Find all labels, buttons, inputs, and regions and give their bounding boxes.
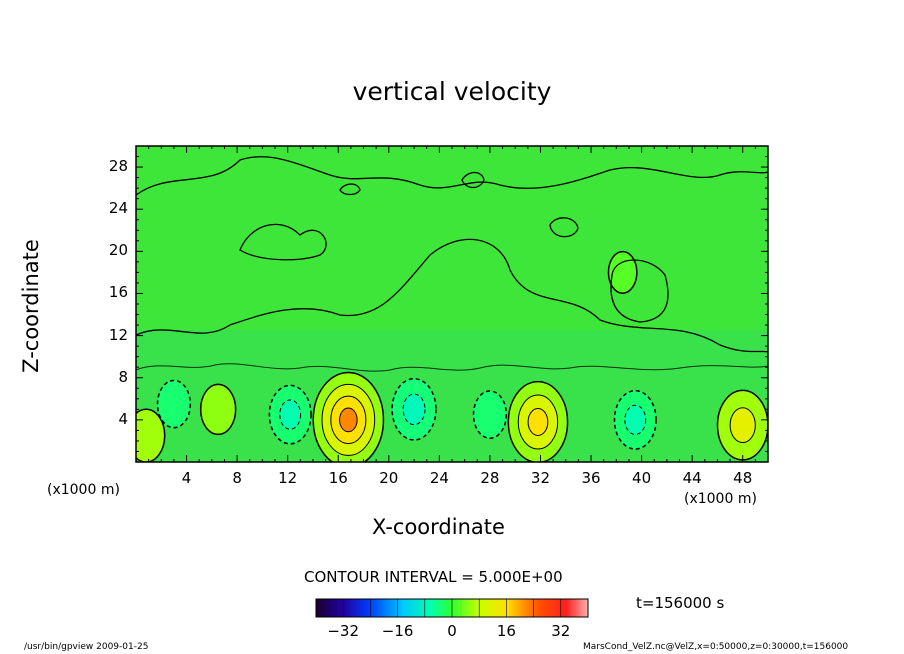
- y-tick-label: 20: [108, 241, 128, 260]
- x-tick-label: 8: [232, 469, 242, 487]
- contour-line: [239, 223, 327, 261]
- updraft-contour: [527, 408, 549, 436]
- colorbar-ticks: [315, 599, 589, 617]
- colorbar-tick-label: 16: [496, 622, 516, 640]
- tick-marks: [135, 145, 769, 463]
- y-tick-label: 8: [118, 367, 128, 386]
- footer-left: /usr/bin/gpview 2009-01-25: [24, 642, 149, 652]
- colorbar-tick-label: −32: [327, 622, 360, 640]
- downdraft-contour: [156, 379, 192, 429]
- contour-line: [136, 238, 768, 353]
- x-unit-right: (x1000 m): [684, 491, 757, 507]
- x-tick-label: 4: [181, 469, 192, 487]
- x-tick-label: 44: [682, 469, 702, 487]
- downdraft-contour: [472, 390, 508, 439]
- contour-line: [136, 156, 768, 196]
- field-lower-layer: [136, 330, 768, 462]
- y-tick-label: 16: [108, 283, 128, 302]
- footer-right: MarsCond_VelZ.nc@VelZ,x=0:50000,z=0:3000…: [583, 642, 849, 652]
- chart-title: vertical velocity: [352, 77, 552, 106]
- x-tick-label: 16: [328, 469, 348, 487]
- contour-line: [136, 363, 768, 372]
- feature-layer: [136, 250, 768, 462]
- y-tick-label: 4: [118, 409, 128, 428]
- downdraft-contour: [624, 404, 647, 435]
- y-axis-label: Z-coordinate: [19, 239, 43, 373]
- colorbar-tick-label: −16: [381, 622, 414, 640]
- weak-contour: [607, 250, 638, 294]
- x-tick-label: 12: [278, 469, 298, 487]
- contour-interval-text: CONTOUR INTERVAL = 5.000E+00: [304, 568, 563, 586]
- x-tick-label: 40: [632, 469, 652, 487]
- x-tick-label: 36: [581, 469, 601, 487]
- time-label: t=156000 s: [636, 594, 725, 612]
- updraft-contour: [339, 407, 358, 433]
- contour-line: [549, 217, 579, 238]
- heatmap-field: [136, 146, 768, 462]
- x-axis-label: X-coordinate: [372, 515, 505, 539]
- x-unit-left: (x1000 m): [47, 482, 120, 498]
- colorbar-tick-label: 32: [551, 622, 571, 640]
- x-tick-label: 32: [530, 469, 551, 487]
- y-tick-label: 24: [108, 199, 128, 218]
- contour-line: [339, 183, 361, 196]
- contour-line: [461, 171, 485, 189]
- updraft-contour: [136, 408, 166, 462]
- y-tick-label: 12: [108, 325, 128, 344]
- x-tick-label: 20: [379, 469, 399, 487]
- updraft-contour: [199, 383, 237, 436]
- updraft-contour: [729, 407, 756, 444]
- x-tick-label: 28: [480, 469, 500, 487]
- downdraft-contour: [279, 399, 302, 430]
- x-tick-label: 48: [733, 469, 753, 487]
- y-tick-label: 28: [108, 157, 128, 176]
- contour-line: [610, 259, 669, 323]
- downdraft-contour: [402, 393, 426, 426]
- colorbar-tick-label: 0: [447, 622, 457, 640]
- x-tick-label: 24: [429, 469, 449, 487]
